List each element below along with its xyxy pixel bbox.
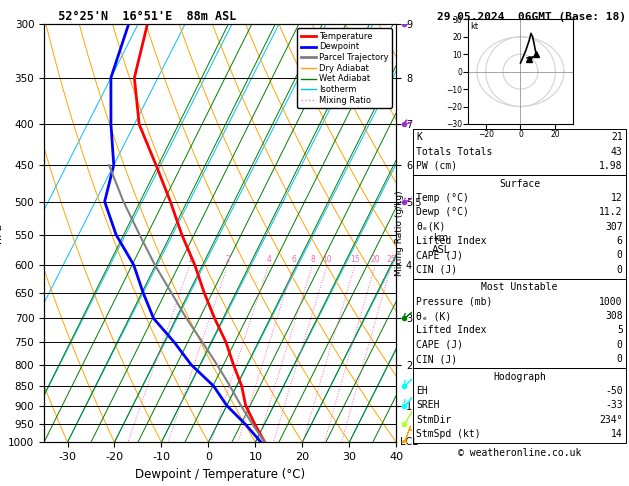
Text: 234°: 234° <box>599 415 623 425</box>
Text: 307: 307 <box>605 222 623 232</box>
Text: 8: 8 <box>310 255 315 263</box>
Text: CIN (J): CIN (J) <box>416 354 457 364</box>
Text: 43: 43 <box>611 147 623 156</box>
Text: Pressure (mb): Pressure (mb) <box>416 296 493 307</box>
Text: StmSpd (kt): StmSpd (kt) <box>416 429 481 439</box>
Text: Lifted Index: Lifted Index <box>416 326 487 335</box>
Text: © weatheronline.co.uk: © weatheronline.co.uk <box>458 449 581 458</box>
Text: 21: 21 <box>611 132 623 142</box>
Text: Mixing Ratio (g/kg): Mixing Ratio (g/kg) <box>395 191 404 276</box>
Text: -33: -33 <box>605 400 623 411</box>
Y-axis label: km
ASL: km ASL <box>432 233 450 255</box>
Text: Surface: Surface <box>499 179 540 189</box>
Text: kt: kt <box>470 21 479 31</box>
Text: 0: 0 <box>617 264 623 275</box>
Text: 2: 2 <box>225 255 230 263</box>
Text: EH: EH <box>416 386 428 396</box>
Text: Lifted Index: Lifted Index <box>416 236 487 246</box>
X-axis label: Dewpoint / Temperature (°C): Dewpoint / Temperature (°C) <box>135 468 305 481</box>
Text: 1: 1 <box>187 255 192 263</box>
Text: StmDir: StmDir <box>416 415 452 425</box>
Text: LCL: LCL <box>400 437 418 447</box>
Text: CIN (J): CIN (J) <box>416 264 457 275</box>
Text: θₑ (K): θₑ (K) <box>416 311 452 321</box>
Text: CAPE (J): CAPE (J) <box>416 250 464 260</box>
Text: 10: 10 <box>323 255 332 263</box>
Text: 20: 20 <box>370 255 380 263</box>
Text: 0: 0 <box>617 250 623 260</box>
Text: 6: 6 <box>617 236 623 246</box>
Text: Dewp (°C): Dewp (°C) <box>416 207 469 217</box>
Text: 1000: 1000 <box>599 296 623 307</box>
Text: 11.2: 11.2 <box>599 207 623 217</box>
Text: 5: 5 <box>617 326 623 335</box>
Text: 52°25'N  16°51'E  88m ASL: 52°25'N 16°51'E 88m ASL <box>44 10 237 23</box>
Text: CAPE (J): CAPE (J) <box>416 340 464 350</box>
Text: 14: 14 <box>611 429 623 439</box>
Text: Temp (°C): Temp (°C) <box>416 193 469 203</box>
Text: 6: 6 <box>291 255 296 263</box>
Text: 12: 12 <box>611 193 623 203</box>
Text: 0: 0 <box>617 340 623 350</box>
Text: 25: 25 <box>387 255 396 263</box>
Text: 308: 308 <box>605 311 623 321</box>
Text: SREH: SREH <box>416 400 440 411</box>
Legend: Temperature, Dewpoint, Parcel Trajectory, Dry Adiabat, Wet Adiabat, Isotherm, Mi: Temperature, Dewpoint, Parcel Trajectory… <box>298 29 392 108</box>
Text: 29.05.2024  06GMT (Base: 18): 29.05.2024 06GMT (Base: 18) <box>437 12 626 22</box>
Text: Hodograph: Hodograph <box>493 372 546 382</box>
Text: PW (cm): PW (cm) <box>416 161 457 171</box>
Text: Most Unstable: Most Unstable <box>481 282 558 293</box>
Text: Totals Totals: Totals Totals <box>416 147 493 156</box>
Text: -50: -50 <box>605 386 623 396</box>
Text: 1.98: 1.98 <box>599 161 623 171</box>
Text: 0: 0 <box>617 354 623 364</box>
Text: K: K <box>416 132 422 142</box>
Y-axis label: hPa: hPa <box>0 223 3 243</box>
Text: 15: 15 <box>350 255 360 263</box>
Text: 4: 4 <box>266 255 271 263</box>
Text: θₑ(K): θₑ(K) <box>416 222 446 232</box>
